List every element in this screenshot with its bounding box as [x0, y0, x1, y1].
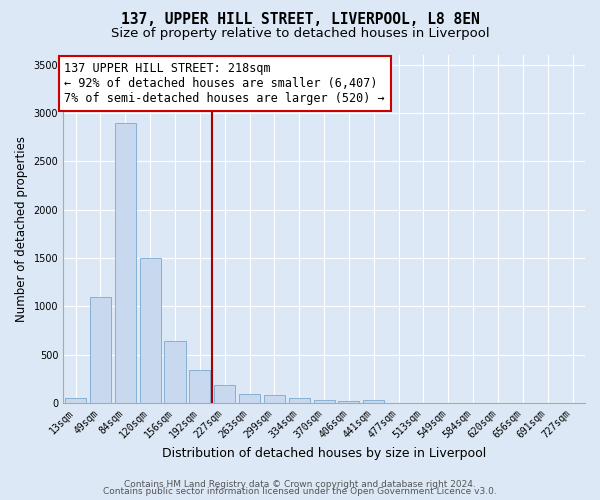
Bar	[214, 386, 235, 403]
Bar	[363, 400, 385, 403]
Bar	[164, 342, 185, 403]
Bar	[115, 122, 136, 403]
Bar	[338, 402, 359, 403]
Bar	[90, 297, 111, 403]
Bar	[65, 398, 86, 403]
Bar	[314, 400, 335, 403]
Text: 137, UPPER HILL STREET, LIVERPOOL, L8 8EN: 137, UPPER HILL STREET, LIVERPOOL, L8 8E…	[121, 12, 479, 26]
Text: Contains public sector information licensed under the Open Government Licence v3: Contains public sector information licen…	[103, 488, 497, 496]
X-axis label: Distribution of detached houses by size in Liverpool: Distribution of detached houses by size …	[162, 447, 486, 460]
Bar	[140, 258, 161, 403]
Text: Contains HM Land Registry data © Crown copyright and database right 2024.: Contains HM Land Registry data © Crown c…	[124, 480, 476, 489]
Bar	[239, 394, 260, 403]
Y-axis label: Number of detached properties: Number of detached properties	[15, 136, 28, 322]
Bar	[264, 395, 285, 403]
Text: 137 UPPER HILL STREET: 218sqm
← 92% of detached houses are smaller (6,407)
7% of: 137 UPPER HILL STREET: 218sqm ← 92% of d…	[64, 62, 385, 105]
Bar	[189, 370, 211, 403]
Bar	[289, 398, 310, 403]
Text: Size of property relative to detached houses in Liverpool: Size of property relative to detached ho…	[110, 28, 490, 40]
